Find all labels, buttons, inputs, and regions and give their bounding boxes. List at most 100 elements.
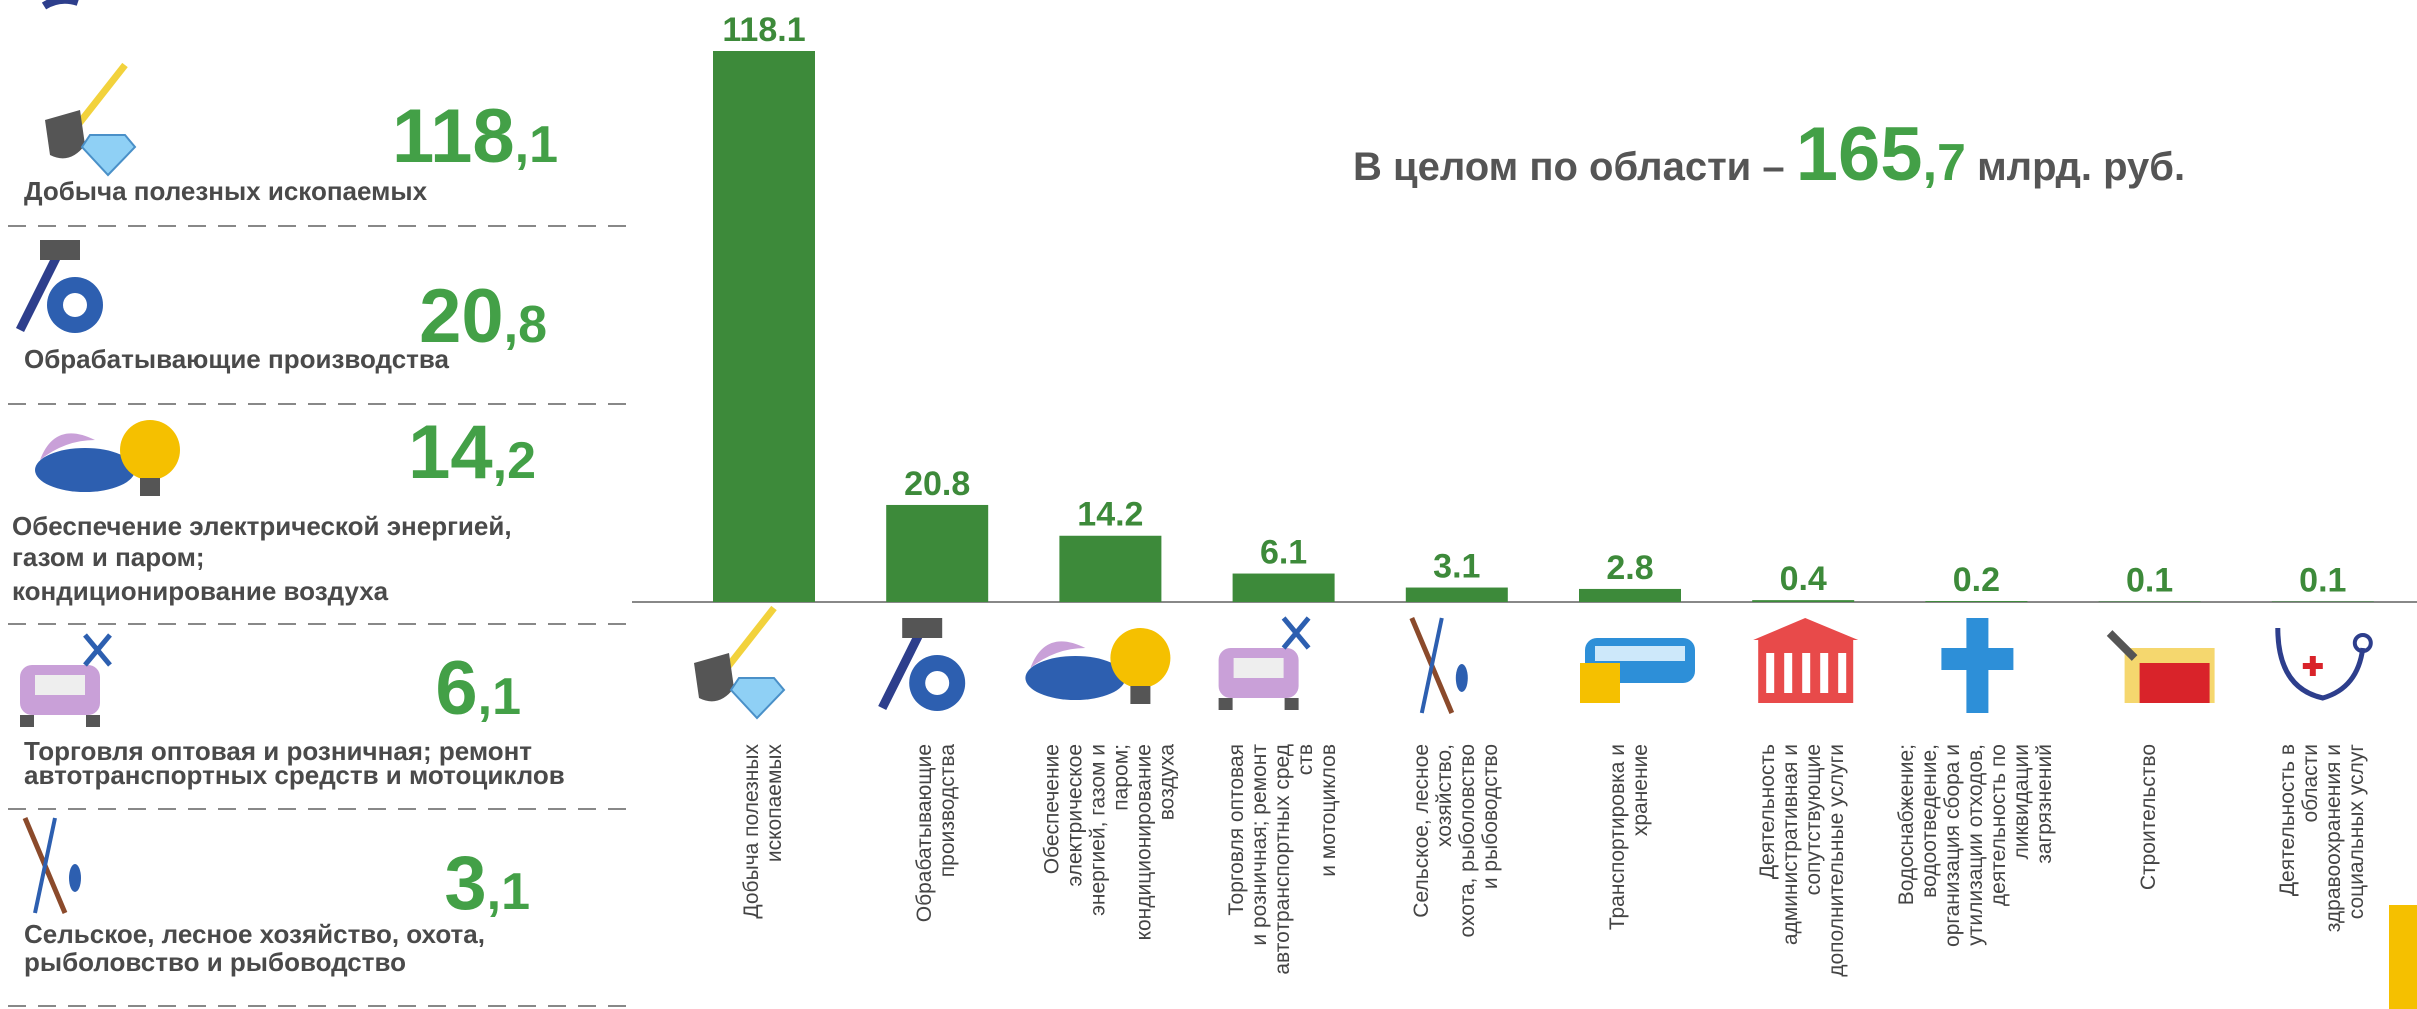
icon-part — [1455, 664, 1468, 692]
icon-part — [69, 864, 81, 892]
icon-part — [15, 247, 65, 333]
icon-part — [33, 817, 57, 914]
category-label: ств — [1294, 744, 1317, 775]
panel-value-fraction: ,1 — [478, 668, 521, 726]
icon-part — [1941, 648, 2014, 670]
headline: В целом по области – 165,7 млрд. руб. — [1353, 112, 2185, 197]
panel-value-fraction: ,1 — [487, 863, 530, 921]
icon-part — [80, 134, 137, 177]
category-label: Транспортировка и — [1606, 744, 1629, 930]
headline-fraction: ,7 — [1923, 134, 1966, 192]
panel-value-whole: 6 — [435, 646, 477, 731]
icon — [694, 605, 786, 720]
icon-part — [1802, 653, 1811, 693]
panel-label: Добыча полезных ископаемых — [24, 176, 428, 206]
panel-value-whole: 3 — [444, 841, 486, 926]
icon-part — [120, 420, 180, 480]
corner-decor — [41, 0, 79, 10]
panel-value: 3,1 — [444, 841, 530, 926]
icon-part — [86, 715, 100, 727]
value-label: 6.1 — [1260, 534, 1307, 572]
icon — [45, 62, 137, 177]
icon-part — [694, 653, 734, 702]
icon-part — [140, 478, 160, 496]
icon-part — [1110, 628, 1171, 688]
bar — [1925, 601, 2028, 602]
icon-part — [902, 618, 943, 638]
icon-part — [20, 715, 34, 727]
icon — [1409, 617, 1468, 714]
bar — [1752, 600, 1855, 602]
panel-label: Обеспечение электрической энергией, — [12, 511, 512, 541]
category-label: Деятельность — [1756, 744, 1779, 879]
bar — [886, 504, 989, 602]
icon-part — [925, 671, 950, 695]
icon-part — [1030, 641, 1086, 668]
icon — [1025, 628, 1171, 704]
category-label: охота, рыболовство — [1456, 744, 1479, 937]
icon-part — [1838, 653, 1847, 693]
icon — [1753, 618, 1859, 703]
icon-part — [1130, 686, 1151, 704]
icon — [22, 817, 81, 914]
icon-part — [1580, 663, 1620, 703]
panel-value: 14,2 — [408, 410, 536, 495]
category-label: паром; — [1109, 744, 1132, 811]
category-label: автотранспортных сред — [1271, 744, 1294, 975]
icon-part — [2309, 656, 2316, 676]
bar — [1579, 588, 1681, 602]
icon-part — [1025, 656, 1126, 700]
icon — [2106, 630, 2215, 703]
category-label: энергией, газом и — [1086, 744, 1109, 916]
category-label: социальных услуг — [2345, 744, 2368, 920]
bar — [713, 51, 815, 602]
value-label: 2.8 — [1606, 549, 1653, 587]
category-label: дополнительные услуги — [1825, 744, 1848, 977]
category-label: административная и — [1779, 744, 1802, 945]
icon — [35, 420, 180, 496]
icon-part — [40, 433, 95, 460]
icon-part — [1281, 616, 1311, 650]
category-label: области — [2299, 744, 2322, 823]
panel-label: Сельское, лесное хозяйство, охота, — [24, 919, 485, 949]
icon-part — [729, 677, 786, 720]
category-label: организация сбора и — [1941, 744, 1964, 947]
icon-part — [878, 625, 927, 711]
category-label: Добыча полезных — [740, 744, 763, 919]
icon — [20, 633, 112, 727]
category-label: загрязнений — [2033, 744, 2056, 864]
panel-label: автотранспортных средств и мотоциклов — [24, 760, 565, 790]
bar — [1405, 587, 1508, 602]
panel-value: 20,8 — [419, 274, 547, 359]
panel-label: Обрабатывающие производства — [24, 344, 450, 374]
icon-part — [1284, 698, 1299, 710]
corner-block — [2389, 905, 2417, 1009]
icon-part — [1218, 698, 1233, 710]
headline-whole: 165 — [1796, 112, 1923, 197]
value-label: 20.8 — [904, 465, 970, 503]
category-label: хозяйство, — [1433, 744, 1456, 847]
bar — [1232, 573, 1335, 602]
icon-part — [1820, 653, 1829, 693]
category-label: Обеспечение — [1040, 744, 1063, 874]
icon — [1941, 618, 2014, 713]
category-label: воздуха — [1155, 744, 1178, 821]
panel-value-fraction: ,8 — [504, 296, 547, 354]
panel-value-whole: 118 — [392, 94, 515, 179]
category-label: кондиционирование — [1132, 744, 1155, 940]
icon — [2275, 627, 2373, 701]
category-label: утилизации отходов, — [1964, 744, 1987, 946]
icon-part — [83, 633, 112, 667]
icon-part — [1766, 653, 1775, 693]
icon — [15, 240, 103, 333]
category-label: ископаемых — [763, 744, 786, 863]
bar — [1059, 535, 1162, 602]
category-label: и мотоциклов — [1317, 744, 1340, 877]
category-label: Торговля оптовая — [1225, 744, 1248, 916]
panel-label: кондиционирование воздуха — [12, 576, 389, 606]
panel-label: Торговля оптовая и розничная; ремонт — [24, 736, 532, 766]
category-label: Сельское, лесное — [1410, 744, 1433, 918]
icon-part — [2139, 663, 2210, 703]
category-label: хранение — [1629, 744, 1652, 836]
value-label: 0.4 — [1780, 560, 1827, 598]
